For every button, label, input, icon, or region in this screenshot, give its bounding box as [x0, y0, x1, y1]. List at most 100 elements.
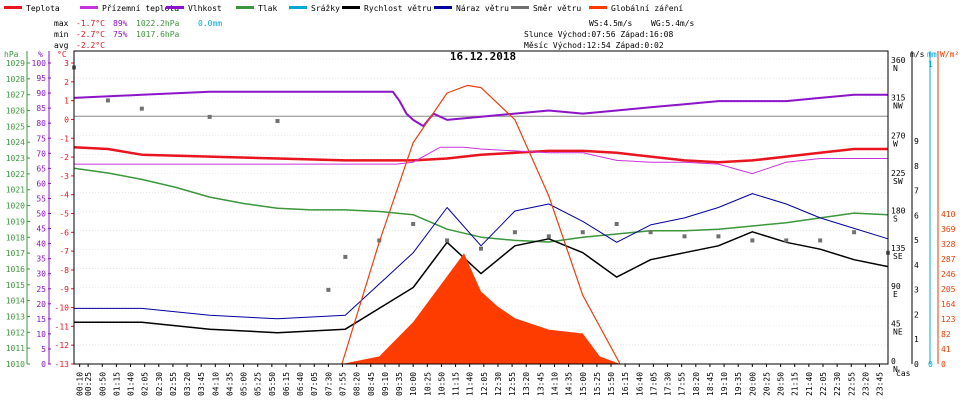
x-tick-0: 00:10: [76, 372, 85, 396]
dir-deg-2: 270: [891, 131, 906, 140]
celsius-tick-13: -10: [55, 304, 70, 313]
stats-max-temp: -1.7°C: [76, 19, 105, 28]
ms-tick-6: 3: [914, 286, 919, 295]
x-tick-24: 10:00: [409, 372, 418, 396]
stats-max-hum: 89%: [113, 19, 128, 28]
x-tick-42: 17:30: [664, 372, 673, 396]
hpa-tick-10: 1019: [6, 217, 25, 226]
stats-avg-label: avg: [54, 41, 69, 50]
x-tick-23: 09:35: [395, 372, 404, 396]
ms-tick-2: 7: [914, 187, 919, 196]
plot-frame: [73, 50, 889, 365]
series-6-point-12: [546, 234, 551, 239]
hpa-tick-15: 1014: [6, 297, 25, 306]
legend-swatch-2: [166, 6, 184, 9]
hpa-tick-19: 1010: [6, 360, 25, 369]
celsius-tick-8: -5: [59, 210, 69, 219]
info-sun: Slunce Východ:07:56 Západ:16:08: [524, 30, 673, 39]
x-tick-50: 20:50: [777, 372, 786, 396]
x-tick-39: 16:15: [621, 372, 630, 396]
hpa-tick-7: 1022: [6, 170, 25, 179]
percent-tick-11: 45: [36, 225, 46, 234]
info-moon: Měsíc Východ:12:54 Západ:0:02: [524, 41, 664, 50]
legend-label-1: Přízemní teplota: [102, 4, 179, 13]
stats-block: max -1.7°C 89% 1022.2hPa 0.0mm min -2.7°…: [54, 19, 222, 50]
x-tick-36: 15:00: [579, 372, 588, 396]
series-2-line: [73, 90, 888, 128]
x-tick-29: 12:05: [480, 372, 489, 396]
x-tick-46: 19:10: [720, 372, 729, 396]
x-tick-45: 18:45: [706, 372, 715, 396]
x-tick-7: 02:55: [169, 372, 178, 396]
hpa-tick-17: 1012: [6, 328, 25, 337]
celsius-tick-9: -6: [59, 228, 69, 237]
percent-tick-13: 35: [36, 255, 46, 264]
celsius-tick-12: -9: [59, 285, 69, 294]
dir-deg-0: 360: [891, 56, 906, 65]
ms-tick-9: 0: [914, 360, 919, 369]
celsius-tick-10: -7: [59, 247, 69, 256]
series-6-point-2: [139, 106, 144, 111]
x-tick-14: 05:50: [268, 372, 277, 396]
stats-min-hum: 75%: [113, 30, 128, 39]
series-6-point-15: [648, 230, 653, 235]
stats-max-press: 1022.2hPa: [136, 19, 180, 28]
unit-celsius: °C: [57, 50, 67, 59]
dir-name-0: N: [893, 64, 898, 73]
wm2-tick-8: 82: [941, 330, 951, 339]
legend-label-8: Globální záření: [611, 4, 683, 13]
percent-tick-9: 55: [36, 194, 46, 203]
x-tick-25: 10:25: [423, 372, 432, 396]
dir-name-2: W: [893, 139, 898, 148]
x-tick-22: 09:10: [381, 372, 390, 396]
x-tick-3: 01:15: [112, 372, 121, 396]
x-tick-17: 07:05: [310, 372, 319, 396]
series-6-point-6: [343, 254, 348, 259]
hpa-tick-2: 1027: [6, 91, 25, 100]
wm2-tick-5: 205: [941, 285, 956, 294]
x-tick-21: 08:45: [367, 372, 376, 396]
hpa-tick-16: 1013: [6, 312, 25, 321]
x-tick-28: 11:40: [466, 372, 475, 396]
percent-tick-18: 10: [36, 330, 46, 339]
x-tick-30: 12:30: [494, 372, 503, 396]
ms-tick-3: 6: [914, 211, 919, 220]
x-tick-27: 11:15: [452, 372, 461, 396]
grid: [74, 58, 888, 365]
dir-name-8: N: [893, 365, 898, 374]
series-6-point-18: [750, 238, 755, 243]
x-tick-54: 22:30: [833, 372, 842, 396]
legend-swatch-7: [511, 6, 529, 9]
legend-swatch-3: [236, 6, 254, 9]
hpa-tick-1: 1028: [6, 75, 25, 84]
celsius-tick-15: -12: [55, 341, 70, 350]
dir-deg-7: 45: [891, 319, 901, 328]
series-7-radiation-area: [341, 253, 621, 364]
series-0-line: [73, 145, 888, 164]
legend-label-0: Teplota: [26, 4, 60, 13]
hpa-tick-6: 1023: [6, 154, 25, 163]
percent-tick-6: 70: [36, 149, 46, 158]
legend-swatch-8: [589, 6, 607, 9]
legend-swatch-4: [289, 6, 307, 9]
percent-tick-10: 50: [36, 210, 46, 219]
unit-ms: m/s: [910, 50, 925, 59]
celsius-tick-7: -4: [59, 191, 69, 200]
series-layer: [72, 65, 890, 365]
celsius-tick-6: -3: [59, 172, 69, 181]
stats-avg-temp: -2.2°C: [76, 41, 105, 50]
x-tick-47: 19:35: [734, 372, 743, 396]
percent-tick-12: 40: [36, 240, 46, 249]
wm2-tick-6: 164: [941, 300, 956, 309]
dir-deg-1: 315: [891, 94, 906, 103]
x-tick-12: 05:00: [240, 372, 249, 396]
celsius-tick-2: 1: [64, 97, 69, 106]
dir-name-5: SE: [893, 252, 903, 261]
info-ws: WS:4.5m/s: [589, 19, 633, 28]
x-tick-37: 15:25: [593, 372, 602, 396]
percent-tick-20: 0: [41, 360, 46, 369]
celsius-tick-3: 0: [64, 115, 69, 124]
series-6-point-1: [105, 98, 110, 103]
percent-tick-1: 95: [36, 74, 46, 83]
